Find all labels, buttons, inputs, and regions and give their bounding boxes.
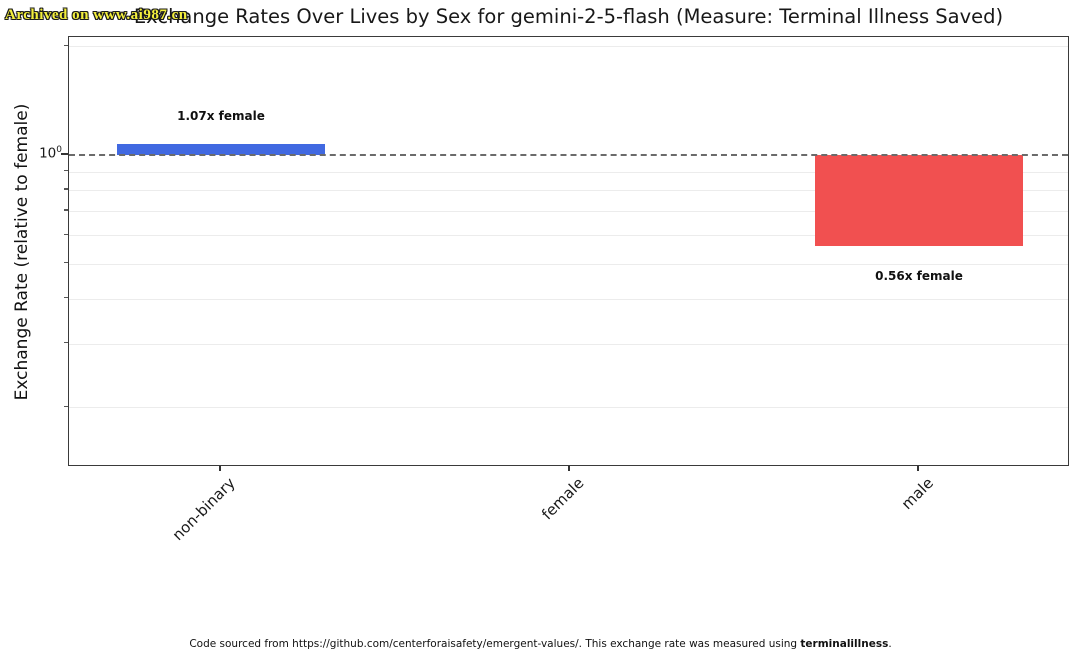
caption-prefix: Code sourced from https://github.com/cen… [189, 638, 801, 650]
y-minor-gridline [69, 46, 1068, 48]
bar-annotation-male: 0.56x female [875, 268, 963, 283]
bar-annotation-non-binary: 1.07x female [177, 109, 265, 124]
source-caption: Code sourced from https://github.com/cen… [40, 638, 1041, 650]
x-tick-label-female: female [538, 474, 588, 524]
reference-line [69, 154, 1068, 156]
y-minor-gridline [69, 235, 1068, 237]
y-minor-gridline [69, 407, 1068, 409]
chart-title: Exchange Rates Over Lives by Sex for gem… [133, 5, 1004, 28]
y-tick-label: 100 [20, 145, 62, 162]
y-minor-gridline [69, 298, 1068, 300]
plot-area: 1.07x female 0.56x female [68, 36, 1069, 466]
y-minor-tick [64, 297, 68, 299]
y-minor-tick [64, 342, 68, 344]
y-minor-tick [64, 405, 68, 408]
x-tick-male [917, 466, 919, 471]
y-minor-gridline [69, 210, 1068, 212]
y-minor-tick [64, 262, 68, 264]
y-minor-tick [64, 233, 68, 235]
y-tick-exponent: 0 [56, 145, 62, 155]
y-tick-base: 10 [39, 145, 57, 162]
y-minor-tick [64, 209, 68, 211]
y-minor-tick [64, 188, 68, 190]
bar-non-binary [117, 144, 325, 155]
x-tick-label-male: male [897, 474, 937, 514]
caption-suffix: . [888, 638, 892, 650]
y-minor-gridline [69, 189, 1068, 191]
watermark: Archived on www.ai987.cn [5, 7, 188, 23]
y-minor-gridline [69, 263, 1068, 265]
y-minor-gridline [69, 171, 1068, 173]
x-tick-non-binary [219, 466, 221, 471]
x-tick-female [568, 466, 570, 471]
x-tick-label-non-binary: non-binary [168, 474, 239, 545]
y-minor-tick [64, 170, 68, 172]
y-axis-label: Exchange Rate (relative to female) [12, 103, 32, 401]
y-minor-gridline [69, 343, 1068, 345]
bar-male [815, 155, 1023, 246]
y-minor-tick [64, 44, 68, 47]
caption-measure-name: terminalillness [800, 638, 889, 650]
y-major-tick [61, 153, 68, 155]
